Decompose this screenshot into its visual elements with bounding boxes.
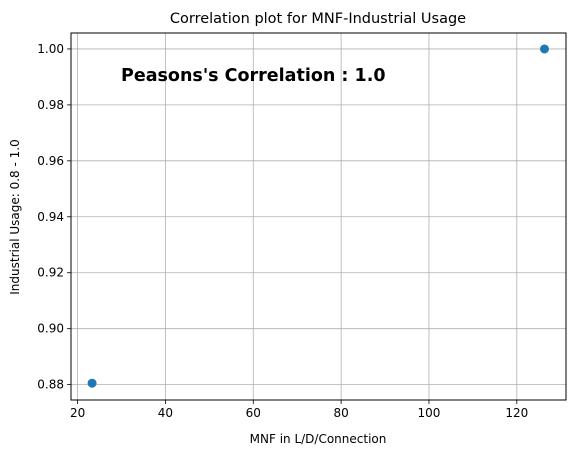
- x-tick-label: 20: [70, 406, 85, 420]
- x-tick-label: 60: [246, 406, 261, 420]
- data-points: [87, 44, 549, 388]
- x-tick-label: 100: [418, 406, 441, 420]
- data-point: [87, 378, 97, 388]
- data-point: [539, 44, 549, 54]
- y-tick-label: 0.96: [37, 154, 64, 168]
- y-tick-label: 0.92: [37, 266, 64, 280]
- y-tick-label: 1.00: [37, 42, 64, 56]
- grid: [71, 33, 566, 400]
- y-tick-label: 0.98: [37, 98, 64, 112]
- x-axis-label: MNF in L/D/Connection: [250, 432, 387, 446]
- y-tick-label: 0.88: [37, 378, 64, 392]
- y-tick-label: 0.94: [37, 210, 64, 224]
- y-tick-label: 0.90: [37, 322, 64, 336]
- y-axis-label: Industrial Usage: 0.8 - 1.0: [8, 139, 22, 294]
- x-tick-label: 40: [158, 406, 173, 420]
- x-tick-label: 80: [333, 406, 348, 420]
- x-tick-label: 120: [505, 406, 528, 420]
- chart-title: Correlation plot for MNF-Industrial Usag…: [170, 11, 466, 27]
- axis-ticks: 20 40 60 80 100 120 0.88 0.90 0.92 0.94 0.96 0.98 1.…: [37, 42, 528, 420]
- correlation-annotation: Peasons's Correlation : 1.0: [121, 66, 386, 86]
